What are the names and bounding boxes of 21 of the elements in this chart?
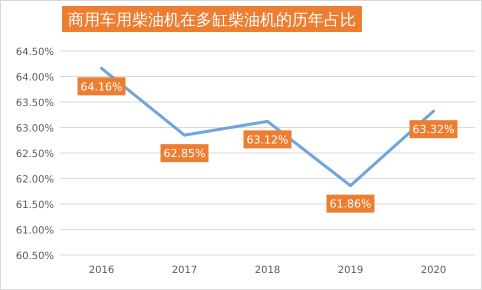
y-tick-label: 64.00% (16, 72, 54, 84)
data-label: 61.86% (330, 198, 372, 211)
chart-title: 商用车用柴油机在多缸柴油机的历年占比 (68, 10, 356, 29)
title: 商用车用柴油机在多缸柴油机的历年占比 (62, 6, 362, 32)
y-tick-label: 63.50% (16, 98, 54, 109)
data-label: 63.12% (246, 133, 288, 146)
y-tick-label: 60.50% (16, 251, 54, 262)
y-tick-label: 61.50% (16, 200, 54, 211)
x-tick-label: 2019 (338, 265, 364, 276)
y-tick-label: 61.00% (16, 226, 54, 236)
data-label: 64.16% (80, 80, 122, 94)
x-tick-label: 2020 (420, 265, 446, 276)
x-tick-label: 2016 (88, 265, 114, 276)
y-tick-label: 64.50% (16, 47, 54, 58)
y-tick-label: 63.00% (16, 124, 54, 134)
x-tick-label: 2018 (254, 265, 280, 276)
data-label: 63.32% (412, 123, 454, 136)
y-tick-label: 62.50% (16, 149, 54, 160)
x-tick-label: 2017 (172, 265, 198, 276)
data-label: 62.85% (164, 147, 206, 160)
y-tick-label: 62.00% (16, 174, 54, 186)
